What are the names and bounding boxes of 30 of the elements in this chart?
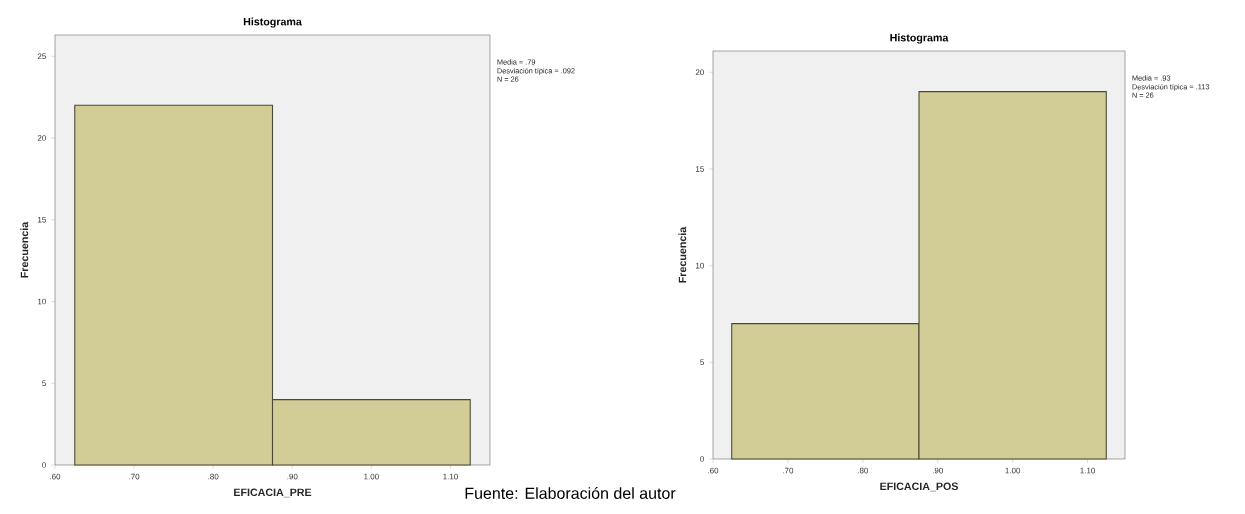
x-tick-label: 1.00 xyxy=(1005,467,1021,474)
x-tick-label: 1.10 xyxy=(1080,467,1096,474)
y-tick-label: 5 xyxy=(42,380,46,387)
x-tick-label: .80 xyxy=(858,467,869,474)
chart-title: Histograma xyxy=(243,17,302,28)
y-tick-label: 20 xyxy=(37,135,46,141)
x-tick-label: .90 xyxy=(932,467,943,474)
x-tick-label: .70 xyxy=(783,467,794,474)
y-tick-label: 10 xyxy=(38,298,46,305)
x-tick-label: .70 xyxy=(129,473,140,480)
source-note: Fuente: Elaboración del autor xyxy=(465,487,676,499)
y-tick-label: 10 xyxy=(696,262,704,269)
y-tick-label: 15 xyxy=(696,166,704,172)
x-tick-label: 1.10 xyxy=(443,473,458,480)
y-tick-label: 25 xyxy=(37,53,46,60)
x-tick-label: .60 xyxy=(50,473,61,480)
y-tick-label: 15 xyxy=(38,216,46,223)
y-axis-title: Frecuencia xyxy=(20,221,29,278)
x-axis-title: EFICACIA_PRE xyxy=(234,488,312,498)
chart-title: Histograma xyxy=(890,33,949,44)
y-tick-label: 5 xyxy=(700,359,704,366)
y-tick-label: 20 xyxy=(695,69,704,76)
x-tick-label: .90 xyxy=(287,473,298,480)
x-tick-label: 1.00 xyxy=(364,473,379,480)
x-tick-label: .60 xyxy=(708,467,719,474)
y-axis-title: Frecuencia xyxy=(678,226,687,283)
y-tick-label: 0 xyxy=(700,456,704,462)
x-tick-label: .80 xyxy=(208,473,219,480)
y-tick-label: 0 xyxy=(42,462,46,468)
x-axis-title: EFICACIA_POS xyxy=(880,482,958,492)
